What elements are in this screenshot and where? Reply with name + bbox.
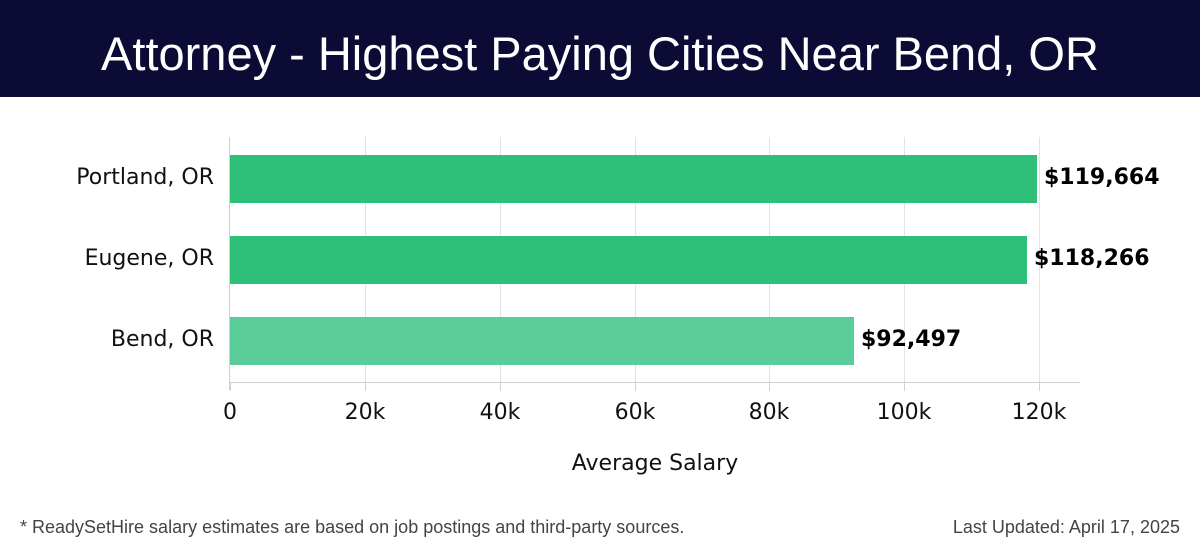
x-tick [500, 382, 501, 391]
value-label: $92,497 [861, 327, 962, 352]
category-label: Eugene, OR [84, 246, 214, 271]
x-tick [1039, 382, 1040, 391]
x-tick [769, 382, 770, 391]
x-tick-label: 0 [223, 400, 237, 425]
footnote: * ReadySetHire salary estimates are base… [20, 517, 685, 537]
x-tick-label: 20k [344, 400, 386, 425]
value-label: $118,266 [1034, 246, 1150, 271]
x-axis-label: Average Salary [571, 451, 739, 476]
x-tick [365, 382, 366, 391]
x-tick-label: 80k [748, 400, 790, 425]
value-label: $119,664 [1044, 165, 1160, 190]
x-tick-label: 40k [479, 400, 521, 425]
bar [230, 236, 1027, 284]
bar [230, 155, 1037, 203]
chart-header: Attorney - Highest Paying Cities Near Be… [0, 0, 1200, 97]
grid-line [1039, 137, 1040, 390]
x-tick [635, 382, 636, 391]
x-tick [904, 382, 905, 391]
bar [230, 317, 854, 365]
y-axis-line [229, 137, 230, 390]
last-updated: Last Updated: April 17, 2025 [952, 517, 1180, 537]
x-tick-label: 120k [1011, 400, 1067, 425]
x-axis-line [229, 382, 1080, 383]
x-tick [230, 382, 231, 391]
chart-title: Attorney - Highest Paying Cities Near Be… [101, 27, 1099, 80]
x-tick-label: 100k [876, 400, 932, 425]
category-label: Bend, OR [110, 327, 214, 352]
x-tick-label: 60k [614, 400, 656, 425]
category-label: Portland, OR [76, 165, 214, 190]
